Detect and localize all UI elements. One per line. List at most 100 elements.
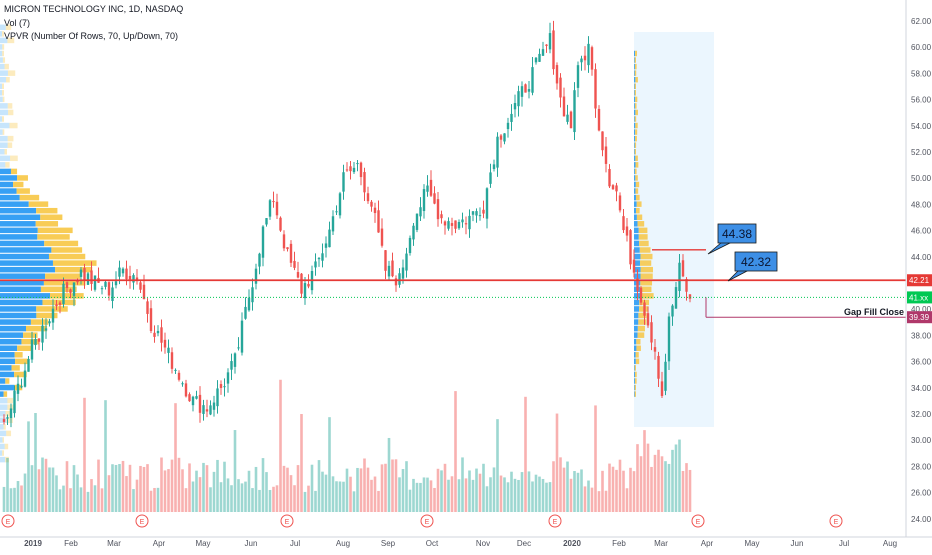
candle-body	[545, 44, 548, 46]
vp-row-down	[10, 155, 18, 162]
candle-body	[492, 164, 496, 170]
gap-fill-label: Gap Fill Close	[844, 307, 904, 317]
volume-bar	[363, 458, 366, 512]
vp-row-up	[0, 116, 3, 122]
vp-row-down	[51, 247, 83, 253]
vp-row-up	[0, 404, 8, 410]
candle-body	[139, 282, 142, 290]
candle-body	[359, 162, 363, 178]
volume-bar	[121, 460, 125, 512]
candle-body	[23, 370, 27, 387]
candle-body	[83, 268, 86, 281]
vp-row-up	[0, 247, 52, 253]
candle-body	[146, 301, 149, 314]
vp-row-up	[0, 437, 3, 443]
y-tick-label: 26.00	[911, 489, 932, 498]
volume-bar	[604, 490, 608, 512]
candle-body	[27, 358, 30, 372]
volume-bar	[650, 466, 653, 512]
resistance-price-tag: 42.21	[907, 274, 932, 287]
volume-bar	[496, 419, 499, 512]
volume-bar	[114, 464, 118, 512]
volume-bar	[534, 474, 538, 512]
volume-bar	[65, 461, 69, 512]
vp-row-down	[6, 430, 12, 437]
volume-profile-range	[634, 50, 654, 397]
earnings-marker: E	[135, 514, 149, 528]
volume-bar	[499, 475, 503, 512]
candle-body	[13, 390, 16, 414]
volume-bar	[443, 463, 447, 512]
vp-range-up	[634, 122, 636, 129]
volume-bar	[660, 456, 664, 512]
volume-bar	[261, 458, 265, 512]
vp-row-down	[44, 240, 79, 247]
candle-body	[636, 278, 639, 291]
vp-range-up	[634, 96, 636, 103]
y-tick-label: 56.00	[911, 96, 932, 105]
vp-range-up	[634, 371, 635, 378]
candle-body	[625, 226, 629, 236]
vp-row-down	[2, 44, 5, 50]
vp-range-down	[636, 338, 641, 345]
vp-row-down	[17, 345, 33, 351]
volume-bar	[674, 444, 678, 512]
volume-bar	[2, 486, 6, 512]
volume-bar	[202, 462, 205, 512]
candle-body	[244, 306, 247, 319]
y-tick-label: 48.00	[911, 200, 932, 209]
candle-body	[184, 383, 188, 397]
vp-range-down	[635, 358, 640, 365]
volume-bar	[135, 479, 139, 512]
candle-body	[205, 409, 209, 412]
candle-body	[342, 172, 345, 192]
vp-range-down	[635, 76, 638, 83]
vp-row-down	[8, 109, 14, 116]
volume-indicator-label: Vol (7)	[4, 18, 31, 28]
vp-row-up	[0, 299, 43, 306]
candle-body	[555, 65, 559, 84]
volume-bar	[587, 480, 590, 512]
vp-row-up	[0, 365, 12, 371]
volume-bar	[573, 471, 576, 512]
candle-body	[450, 223, 454, 226]
vp-row-up	[0, 443, 5, 450]
candle-body	[356, 163, 359, 165]
candle-body	[76, 280, 79, 283]
volume-bar	[440, 470, 443, 512]
volume-bar	[401, 469, 405, 512]
callout-high-label: 44.38	[722, 227, 752, 241]
vpvr-indicator-label: VPVR (Number Of Rows, 70, Up/Down, 70)	[4, 31, 179, 41]
y-tick-label: 58.00	[911, 69, 932, 78]
volume-bar	[212, 471, 216, 512]
candle-body	[685, 279, 688, 292]
candle-body	[282, 234, 286, 249]
vp-row-down	[2, 437, 4, 443]
vp-row-down	[37, 227, 73, 234]
volume-bar	[41, 457, 44, 512]
x-tick-label: Feb	[64, 539, 78, 548]
vp-row-up	[0, 96, 3, 103]
candle-body	[443, 221, 447, 226]
volume-bar	[625, 488, 629, 512]
vp-row-up	[0, 70, 8, 76]
candle-body	[478, 215, 482, 217]
earnings-marker-label: E	[553, 519, 558, 526]
earnings-marker-circle	[548, 514, 562, 528]
vp-range-up	[634, 338, 637, 345]
volume-bar	[317, 460, 321, 512]
candle-body	[517, 91, 520, 107]
candle-body	[569, 111, 573, 129]
candle-body	[100, 288, 104, 290]
vp-row-down	[35, 221, 59, 227]
volume-bar	[503, 477, 506, 512]
vp-row-up	[0, 430, 7, 437]
candle-body	[646, 313, 650, 326]
volume-bar	[667, 463, 671, 512]
volume-bar	[492, 467, 496, 512]
vp-row-down	[26, 325, 48, 332]
vp-row-up	[0, 214, 41, 220]
vp-row-down	[4, 149, 7, 155]
